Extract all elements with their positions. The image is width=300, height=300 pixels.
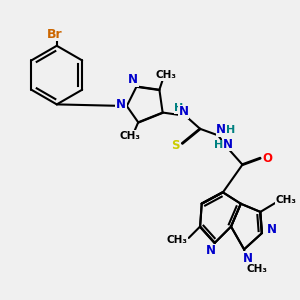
- Text: N: N: [223, 138, 233, 151]
- Text: O: O: [262, 152, 272, 165]
- Text: H: H: [226, 125, 235, 136]
- Text: N: N: [206, 244, 216, 257]
- Text: N: N: [179, 105, 189, 119]
- Text: CH₃: CH₃: [276, 196, 297, 206]
- Text: CH₃: CH₃: [247, 264, 268, 274]
- Text: CH₃: CH₃: [167, 235, 188, 244]
- Text: N: N: [243, 252, 253, 265]
- Text: N: N: [116, 98, 126, 111]
- Text: N: N: [128, 74, 138, 86]
- Text: CH₃: CH₃: [155, 70, 176, 80]
- Text: H: H: [174, 103, 184, 113]
- Text: Br: Br: [47, 28, 63, 41]
- Text: N: N: [267, 223, 277, 236]
- Text: N: N: [216, 123, 226, 136]
- Text: CH₃: CH₃: [120, 131, 141, 141]
- Text: H: H: [214, 140, 224, 150]
- Text: S: S: [171, 139, 179, 152]
